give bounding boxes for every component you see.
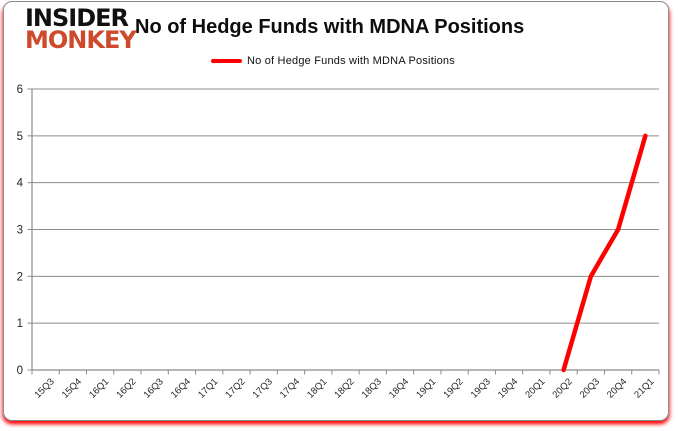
logo-line1: INSIDER bbox=[25, 4, 129, 32]
x-tick-label: 18Q4 bbox=[387, 376, 411, 400]
y-tick-label: 2 bbox=[17, 271, 23, 283]
x-tick-label: 18Q2 bbox=[332, 376, 356, 400]
x-tick-label: 21Q1 bbox=[632, 376, 656, 400]
x-tick-label: 16Q3 bbox=[142, 376, 166, 400]
chart-card bbox=[3, 1, 669, 421]
x-tick-label: 20Q2 bbox=[550, 376, 574, 400]
y-tick-label: 3 bbox=[17, 225, 23, 237]
x-tick-label: 17Q3 bbox=[251, 376, 275, 400]
x-tick-label: 20Q4 bbox=[605, 376, 629, 400]
x-tick-label: 18Q3 bbox=[360, 376, 384, 400]
insider-monkey-logo: INSIDER MONKEY bbox=[25, 4, 137, 55]
x-tick-label: 17Q1 bbox=[196, 376, 220, 400]
x-tick-label: 19Q3 bbox=[469, 376, 493, 400]
series-line bbox=[561, 133, 648, 373]
x-tick-label: 15Q3 bbox=[33, 376, 57, 400]
x-tick-label: 16Q4 bbox=[169, 376, 193, 400]
x-tick-label: 20Q1 bbox=[523, 376, 547, 400]
x-tick-label: 19Q2 bbox=[441, 376, 465, 400]
x-tick-label: 18Q1 bbox=[305, 376, 329, 400]
y-tick-label: 6 bbox=[17, 84, 23, 96]
x-tick-label: 19Q4 bbox=[496, 376, 520, 400]
x-tick-label: 20Q3 bbox=[578, 376, 602, 400]
y-tick-label: 0 bbox=[17, 365, 23, 377]
legend-line-swatch bbox=[211, 58, 242, 64]
chart-title: No of Hedge Funds with MDNA Positions bbox=[135, 16, 525, 38]
legend-label: No of Hedge Funds with MDNA Positions bbox=[247, 55, 455, 67]
x-tick-label: 17Q2 bbox=[223, 376, 247, 400]
logo-line2: MONKEY bbox=[25, 26, 137, 55]
x-tick-label: 16Q1 bbox=[87, 376, 111, 400]
x-tick-label: 16Q2 bbox=[114, 376, 138, 400]
x-tick-label: 17Q4 bbox=[278, 376, 302, 400]
y-tick-label: 5 bbox=[17, 131, 23, 143]
y-tick-label: 4 bbox=[17, 178, 24, 190]
y-tick-label: 1 bbox=[17, 318, 23, 330]
legend: No of Hedge Funds with MDNA Positions bbox=[211, 55, 455, 67]
x-tick-label: 19Q1 bbox=[414, 376, 438, 400]
x-tick-label: 15Q4 bbox=[60, 376, 84, 400]
